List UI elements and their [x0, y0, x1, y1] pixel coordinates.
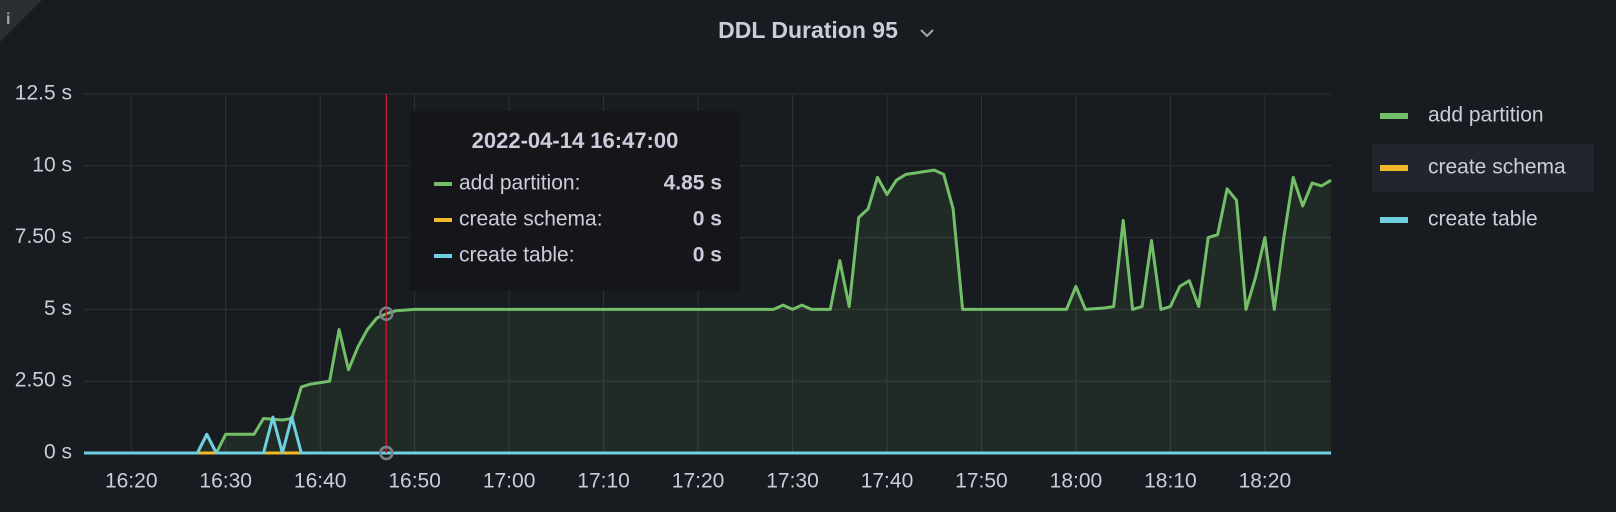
y-tick-label: 7.50 s	[15, 225, 72, 248]
series-line	[84, 415, 1331, 455]
x-tick-label: 17:20	[672, 470, 725, 493]
x-tick-label: 18:10	[1144, 470, 1197, 493]
tooltip-value: 0 s	[693, 208, 722, 231]
tooltip-value: 4.85 s	[664, 172, 722, 195]
legend-highlight	[1372, 144, 1594, 192]
tooltip-box	[410, 111, 740, 291]
hover-point	[379, 306, 394, 321]
legend-label[interactable]: create schema	[1428, 156, 1566, 179]
tooltip-label: add partition:	[459, 172, 580, 195]
x-tick-label: 18:00	[1050, 470, 1103, 493]
x-tick-label: 16:20	[105, 470, 158, 493]
y-tick-label: 5 s	[44, 297, 72, 320]
info-corner[interactable]	[0, 0, 42, 42]
series-area	[84, 170, 1331, 453]
tooltip-value: 0 s	[693, 244, 722, 267]
x-tick-label: 16:40	[294, 470, 347, 493]
panel-title[interactable]: DDL Duration 95	[718, 17, 898, 43]
legend-label[interactable]: add partition	[1428, 104, 1544, 127]
x-tick-label: 17:50	[955, 470, 1008, 493]
y-tick-label: 2.50 s	[15, 369, 72, 392]
info-icon[interactable]: i	[6, 11, 10, 28]
legend-label[interactable]: create table	[1428, 208, 1538, 231]
y-tick-label: 10 s	[32, 153, 72, 176]
y-tick-label: 0 s	[44, 441, 72, 464]
x-tick-label: 17:10	[577, 470, 630, 493]
x-tick-label: 17:30	[766, 470, 819, 493]
tooltip: 2022-04-14 16:47:00 add partition: 4.85 s c…	[410, 111, 740, 291]
x-tick-label: 17:40	[861, 470, 914, 493]
x-tick-label: 17:00	[483, 470, 536, 493]
x-tick-label: 16:50	[388, 470, 441, 493]
series-line	[84, 168, 1332, 455]
tooltip-time: 2022-04-14 16:47:00	[472, 128, 679, 153]
title-chevron[interactable]	[920, 29, 934, 38]
tooltip-label: create schema:	[459, 208, 603, 231]
tooltip-label: create table:	[459, 244, 575, 267]
y-tick-label: 12.5 s	[15, 82, 72, 105]
x-tick-label: 16:30	[199, 470, 252, 493]
x-tick-label: 18:20	[1239, 470, 1292, 493]
hover-point	[379, 445, 394, 461]
plot-area: 0 s 2.50 s 5 s 7.50 s 10 s 12.5 s 16:20 16:30 16…	[15, 82, 1594, 493]
